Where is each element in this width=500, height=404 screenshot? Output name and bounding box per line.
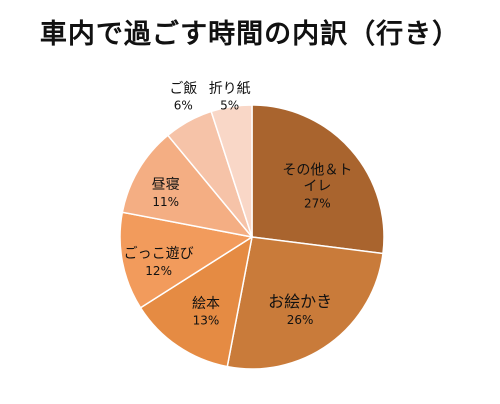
slice-label: 折り紙 xyxy=(209,81,251,97)
pie-slice xyxy=(121,134,254,239)
pie-slice xyxy=(226,236,384,370)
slice-value-label: 6% xyxy=(174,99,193,113)
slice-label: お絵かき xyxy=(268,292,332,311)
slice-value-label: 26% xyxy=(287,313,314,327)
pie-slices xyxy=(119,104,385,370)
pie-slice xyxy=(119,211,255,309)
pie-slice xyxy=(139,235,254,368)
slice-label: イレ xyxy=(303,179,331,195)
slice-value-label: 11% xyxy=(152,195,179,209)
slice-label: 昼寝 xyxy=(152,176,180,193)
slice-label: ごっこ遊び xyxy=(124,246,194,262)
slice-value-label: 27% xyxy=(304,196,331,210)
chart-title: 車内で過ごす時間の内訳（行き） xyxy=(39,19,461,50)
slice-value-label: 13% xyxy=(193,314,220,328)
pie-slice xyxy=(210,104,253,238)
slice-value-label: 5% xyxy=(220,99,239,113)
slice-label: 絵本 xyxy=(192,296,220,312)
slice-label: ご飯 xyxy=(169,80,197,97)
pie-slice xyxy=(251,104,385,255)
slice-label: その他＆ト xyxy=(282,163,352,179)
slice-value-label: 12% xyxy=(145,264,172,278)
